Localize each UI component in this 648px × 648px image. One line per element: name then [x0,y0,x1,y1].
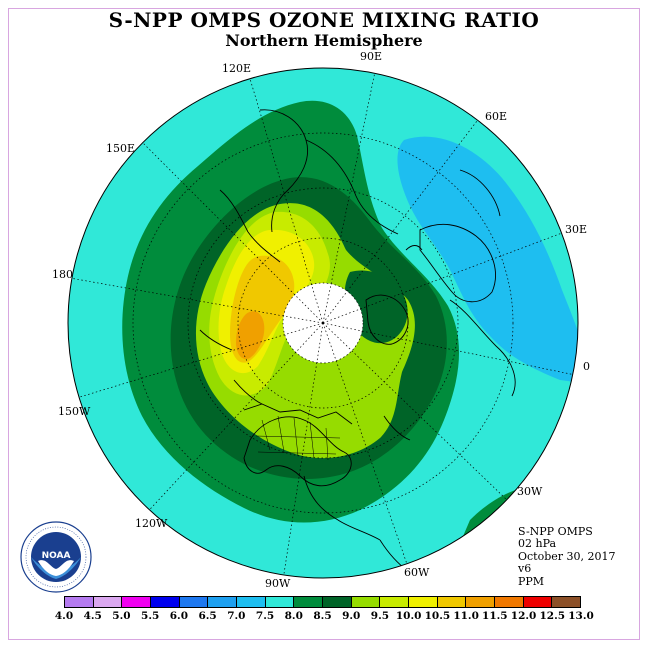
coastlines [199,109,516,575]
colorbar-cell [495,597,524,607]
colorbar-tick-label: 12.0 [510,610,537,622]
colorbar-tick-label: 4.5 [83,610,102,622]
colorbar-cell [380,597,410,607]
lon-label-30w: 30W [517,485,543,498]
map-title: S-NPP OMPS OZONE MIXING RATIO [108,8,540,32]
colorbar-cell [93,597,123,607]
info-date: October 30, 2017 [518,549,616,563]
colorbar-tick-label: 6.0 [169,610,189,622]
colorbar-tick-label: 10.5 [424,610,451,622]
colorbar-cell [323,597,352,607]
colorbar-cell [265,597,295,607]
colorbar-cell [65,597,94,607]
colorbar-cell [208,597,238,607]
colorbar-cell [179,597,209,607]
noaa-logo-text: NOAA [42,551,71,561]
colorbar-cell [122,597,152,607]
colorbar-cell [552,597,581,607]
colorbar-tick-label: 5.5 [141,610,160,622]
colorbar-tick-label: 6.5 [198,610,217,622]
colorbar-cell [237,597,266,607]
figure-frame [8,8,640,640]
colorbar-ticks: 4.0 4.5 5.0 5.5 6.0 6.5 7.0 7.5 8.0 8.5 9.0 9.5 10.0… [55,608,594,624]
colorbar-tick-label: 5.0 [112,610,131,622]
lon-label-150e: 150E [106,142,136,155]
lon-label-150w: 150W [58,405,91,418]
ozone-band-11.0 [236,311,265,360]
colorbar-cell [151,597,180,607]
state-boundaries [255,415,341,461]
colorbar-tick-label: 9.0 [342,610,361,622]
lon-label-180: 180 [52,268,73,281]
info-units: PPM [518,574,545,588]
map-subtitle: Northern Hemisphere [225,31,423,50]
map-border [67,67,579,579]
colorbar-cell [294,597,324,607]
lon-label-30e: 30E [565,223,588,236]
colorbar-tick-label: 8.5 [313,610,332,622]
info-version: v6 [518,562,532,576]
lon-label-60w: 60W [404,566,430,579]
colorbar-tick-label: 4.0 [54,610,74,622]
colorbar [64,596,581,608]
lon-label-90e: 90E [360,50,383,63]
colorbar-cell [466,597,496,607]
info-level: 02 hPa [518,537,557,551]
colorbar-tick-label: 7.5 [255,610,275,622]
colorbar-tick-label: 8.0 [284,610,303,622]
colorbar-cell [523,597,553,607]
colorbar-tick-label: 11.5 [482,610,508,622]
noaa-logo: NOAA [20,521,92,593]
colorbar-tick-label: 7.0 [227,610,246,622]
colorbar-tick-label: 13.0 [568,610,594,622]
colorbar-tick-label: 9.5 [370,610,390,622]
lon-label-0: 0 [583,360,590,373]
ozone-band-7.0 [397,136,578,384]
lon-label-120e: 120E [222,62,252,75]
info-block: S-NPP OMPS 02 hPa October 30, 2017 v6 PP… [518,525,616,588]
lon-label-90w: 90W [265,577,291,590]
colorbar-cell [409,597,438,607]
colorbar-cell [437,597,467,607]
colorbar-tick-label: 10.0 [395,610,422,622]
lon-label-120w: 120W [135,517,168,530]
colorbar-tick-label: 12.5 [539,610,566,622]
info-instrument: S-NPP OMPS [518,525,593,538]
colorbar-tick-label: 11.0 [453,610,479,622]
lon-label-60e: 60E [485,110,508,123]
colorbar-cell [351,597,381,607]
longitude-grid [69,68,578,578]
